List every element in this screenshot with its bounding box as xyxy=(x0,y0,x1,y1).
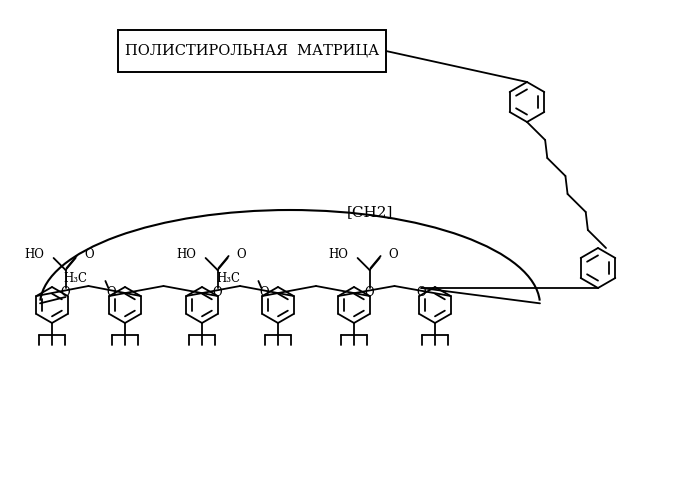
Text: H₃C: H₃C xyxy=(64,271,88,285)
Text: O: O xyxy=(213,286,223,298)
Text: O: O xyxy=(85,247,95,261)
Text: [CH2]: [CH2] xyxy=(346,205,393,219)
FancyBboxPatch shape xyxy=(118,30,386,72)
Text: HO: HO xyxy=(176,247,197,261)
Text: HO: HO xyxy=(329,247,349,261)
Text: O: O xyxy=(61,286,71,298)
Text: O: O xyxy=(416,286,426,298)
Text: O: O xyxy=(365,286,374,298)
Text: ПОЛИСТИРОЛЬНАЯ  МАТРИЦА: ПОЛИСТИРОЛЬНАЯ МАТРИЦА xyxy=(125,44,379,58)
Text: O: O xyxy=(237,247,246,261)
Text: HO: HO xyxy=(25,247,45,261)
Text: O: O xyxy=(106,286,116,298)
Text: H₃C: H₃C xyxy=(216,271,240,285)
Text: O: O xyxy=(389,247,398,261)
Text: O: O xyxy=(260,286,270,298)
